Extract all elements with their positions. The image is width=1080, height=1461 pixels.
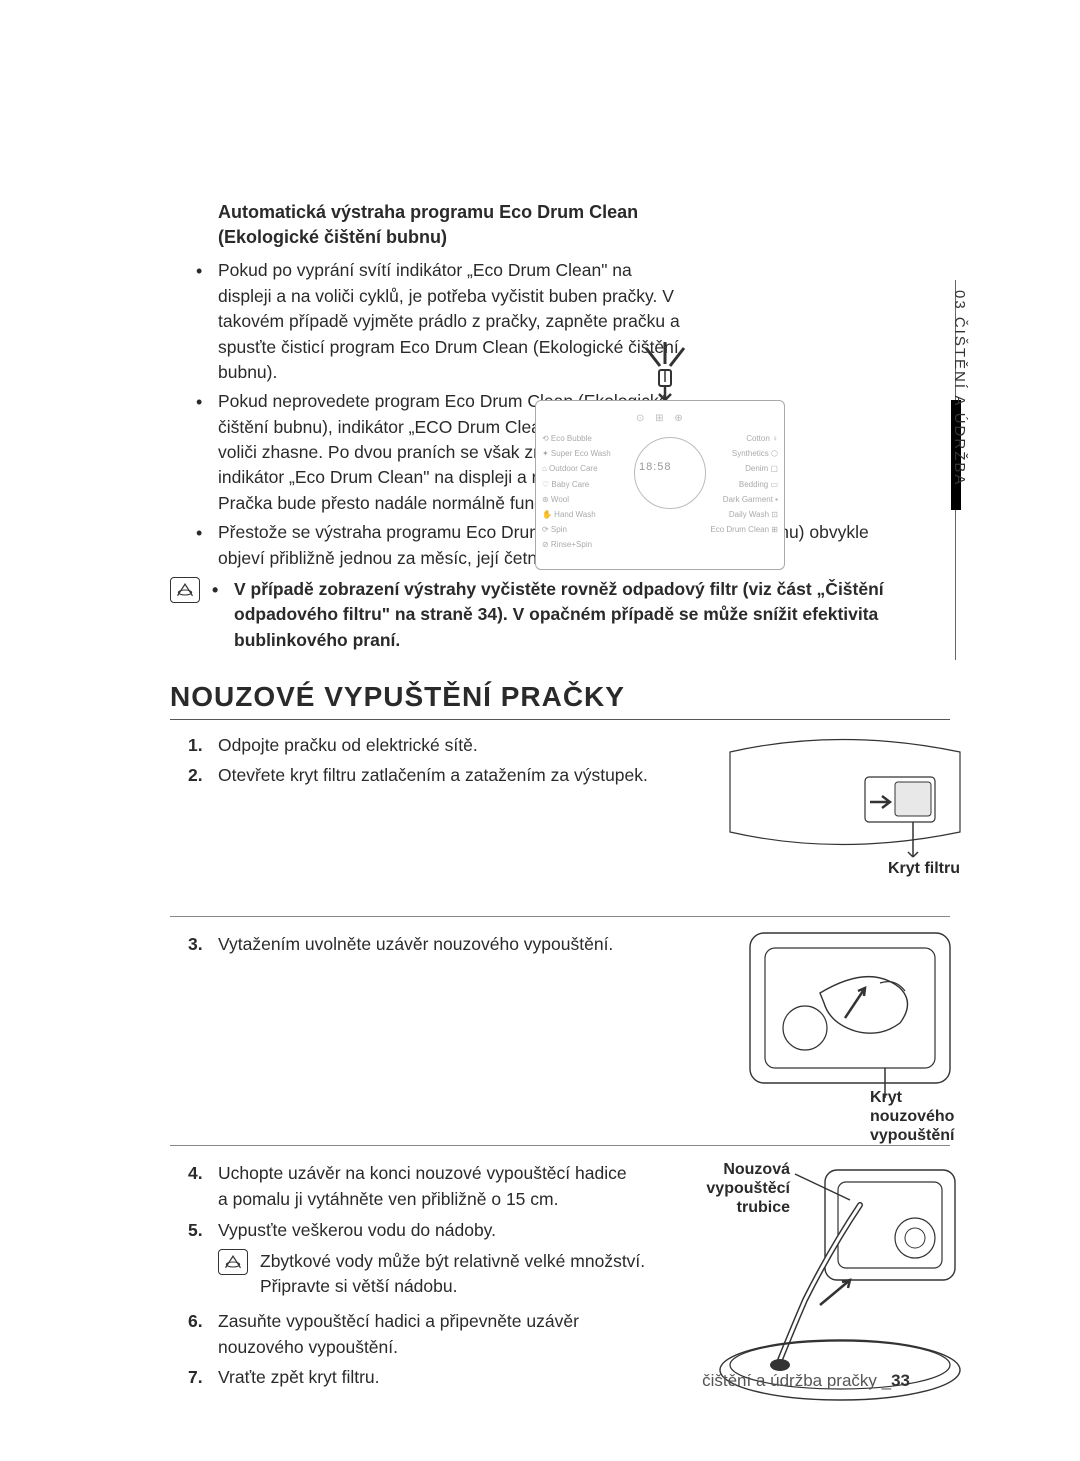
divider-1 xyxy=(170,916,950,917)
figure-3-label-l3: trubice xyxy=(737,1199,790,1216)
step-6: Zasuňte vypouštěcí hadici a připevněte u… xyxy=(218,1308,640,1361)
cp-left-4: ⊛ Wool xyxy=(542,492,611,507)
cp-left-7: ⊘ Rinse+Spin xyxy=(542,537,611,552)
auto-warning-section: Automatická výstraha programu Eco Drum C… xyxy=(170,200,950,653)
cp-right-6: Eco Drum Clean ⊞ xyxy=(710,522,778,537)
figure-3-label-l1: Nouzová xyxy=(723,1161,790,1178)
note-icon xyxy=(170,577,200,603)
figure-2-label-l3: vypouštění xyxy=(870,1127,954,1144)
cp-dial xyxy=(634,437,706,509)
page-number: 33 xyxy=(891,1371,910,1390)
figure-filter-cover: Kryt filtru xyxy=(720,722,970,878)
figure-3-label-l2: vypouštěcí xyxy=(706,1180,790,1197)
cp-left-0: ⟲ Eco Bubble xyxy=(542,431,611,446)
step-3: Vytažením uvolněte uzávěr nouzového vypo… xyxy=(218,931,640,957)
cp-left-6: ⟳ Spin xyxy=(542,522,611,537)
step-3-section: Vytažením uvolněte uzávěr nouzového vypo… xyxy=(170,931,950,1131)
cp-display: 18:58 xyxy=(639,461,672,473)
auto-warning-title-l1: Automatická výstraha programu Eco Drum C… xyxy=(218,202,638,222)
note-icon-2 xyxy=(218,1249,248,1275)
figure-2-label-l1: Kryt xyxy=(870,1089,902,1106)
step-2: Otevřete kryt filtru zatlačením a zataže… xyxy=(218,762,650,788)
control-panel-diagram: ⊙ ⊞ ⊕ 18:58 ⟲ Eco Bubble ✦ Super Eco Was… xyxy=(535,400,785,570)
side-tab-label: 03 ČIŠTĚNÍ A ÚDRŽBA xyxy=(951,290,968,486)
auto-warning-note-list: V případě zobrazení výstrahy vyčistěte r… xyxy=(212,577,950,653)
cp-right-1: Synthetics ⬡ xyxy=(710,446,778,461)
steps-1-2: Odpojte pračku od elektrické sítě. Otevř… xyxy=(170,732,650,789)
cp-right-2: Denim ▢ xyxy=(710,461,778,476)
cp-right-0: Cotton ♀ xyxy=(710,431,778,446)
figure-2-label-l2: nouzového xyxy=(870,1108,954,1125)
figure-emergency-cap: Kryt nouzového vypouštění xyxy=(730,923,970,1146)
emergency-heading: NOUZOVÉ VYPUŠTĚNÍ PRAČKY xyxy=(170,681,950,720)
page-footer: čištění a údržba pračky _33 xyxy=(702,1371,910,1391)
auto-warning-bullet-1: Pokud po vyprání svítí indikátor „Eco Dr… xyxy=(218,258,680,385)
steps-6-7: Zasuňte vypouštěcí hadici a připevněte u… xyxy=(170,1308,640,1391)
step-3-list: Vytažením uvolněte uzávěr nouzového vypo… xyxy=(170,931,640,957)
drain-note-row: Zbytkové vody může být relativně velké m… xyxy=(170,1249,690,1300)
cp-top-icons: ⊙ ⊞ ⊕ xyxy=(636,413,687,424)
step-1: Odpojte pračku od elektrické sítě. xyxy=(218,732,650,758)
step-4: Uchopte uzávěr na konci nouzové vypouště… xyxy=(218,1160,640,1213)
footer-text: čištění a údržba pračky _ xyxy=(702,1371,891,1390)
cp-arrow-icon xyxy=(640,342,690,402)
cp-left-labels: ⟲ Eco Bubble ✦ Super Eco Wash ⌂ Outdoor … xyxy=(542,431,611,553)
step-5: Vypusťte veškerou vodu do nádoby. xyxy=(218,1217,640,1243)
cp-right-5: Daily Wash ⊡ xyxy=(710,507,778,522)
auto-warning-note: V případě zobrazení výstrahy vyčistěte r… xyxy=(212,577,950,653)
cp-right-3: Bedding ▭ xyxy=(710,477,778,492)
drain-note-text: Zbytkové vody může být relativně velké m… xyxy=(260,1249,690,1300)
cp-left-2: ⌂ Outdoor Care xyxy=(542,461,611,476)
auto-warning-title-l2: (Ekologické čištění bubnu) xyxy=(218,227,447,247)
auto-warning-title: Automatická výstraha programu Eco Drum C… xyxy=(218,200,950,250)
cp-right-4: Dark Garment ▪ xyxy=(710,492,778,507)
page: 03 ČIŠTĚNÍ A ÚDRŽBA Automatická výstraha… xyxy=(0,0,1080,1461)
cp-left-5: ✋ Hand Wash xyxy=(542,507,611,522)
cp-left-1: ✦ Super Eco Wash xyxy=(542,446,611,461)
steps-1-2-section: Odpojte pračku od elektrické sítě. Otevř… xyxy=(170,732,950,902)
steps-4-5: Uchopte uzávěr na konci nouzové vypouště… xyxy=(170,1160,640,1243)
step-7: Vraťte zpět kryt filtru. xyxy=(218,1364,640,1390)
cp-left-3: ♡ Baby Care xyxy=(542,477,611,492)
control-panel-box: ⊙ ⊞ ⊕ 18:58 ⟲ Eco Bubble ✦ Super Eco Was… xyxy=(535,400,785,570)
cp-right-labels: Cotton ♀ Synthetics ⬡ Denim ▢ Bedding ▭ … xyxy=(710,431,778,537)
auto-warning-note-row: V případě zobrazení výstrahy vyčistěte r… xyxy=(170,577,950,653)
